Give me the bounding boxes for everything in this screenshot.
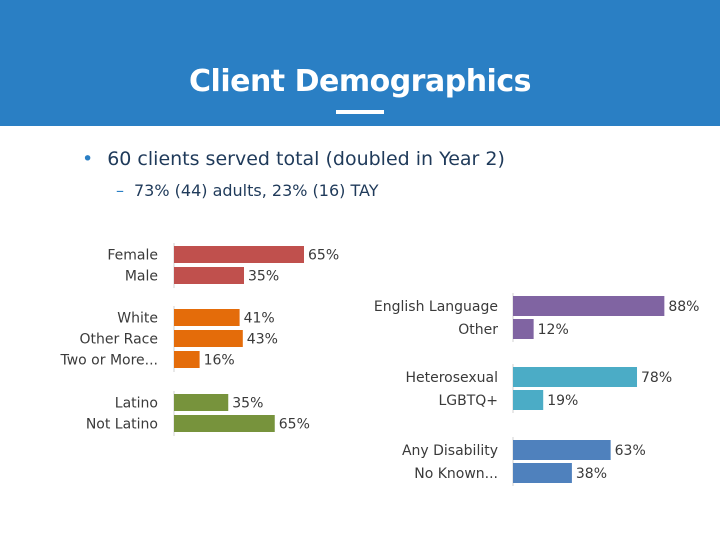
chart-orientation: Heterosexual 78% LGBTQ+ 19%	[405, 364, 672, 413]
bullet-clients-served: • 60 clients served total (doubled in Yea…	[82, 148, 505, 170]
chart-gender: Female 65% Male 35%	[107, 243, 339, 288]
sub-bullet-age-split: –73% (44) adults, 23% (16) TAY	[116, 181, 379, 200]
value-label-orientation-1: 19%	[547, 393, 578, 409]
bullet-marker-icon: •	[82, 148, 94, 170]
value-label-race-1: 43%	[247, 332, 278, 348]
chart-disability: Any Disability 63% No Known... 38%	[402, 437, 646, 486]
value-label-orientation-0: 78%	[641, 370, 672, 386]
value-label-ethnicity-1: 65%	[279, 417, 310, 433]
category-label-race-1: Other Race	[79, 332, 158, 348]
bar-race-0	[174, 309, 240, 326]
value-label-gender-1: 35%	[248, 269, 279, 285]
bar-language-1	[513, 319, 534, 339]
category-label-race-2: Two or More...	[59, 353, 158, 369]
category-label-disability-1: No Known...	[414, 466, 498, 482]
bar-race-2	[174, 351, 200, 368]
value-label-language-1: 12%	[538, 322, 569, 338]
slide-title: Client Demographics	[189, 64, 531, 99]
category-label-language-1: Other	[458, 322, 498, 338]
chart-race: White 41% Other Race 43% Two or More... 16%	[59, 306, 278, 372]
bar-ethnicity-1	[174, 415, 275, 432]
value-label-ethnicity-0: 35%	[232, 396, 263, 412]
category-label-language-0: English Language	[374, 299, 498, 315]
bar-disability-0	[513, 440, 611, 460]
bar-race-1	[174, 330, 243, 347]
category-label-disability-0: Any Disability	[402, 443, 498, 459]
category-label-ethnicity-1: Not Latino	[86, 417, 158, 433]
chart-language: English Language 88% Other 12%	[374, 293, 699, 342]
value-label-race-0: 41%	[244, 311, 275, 327]
category-label-orientation-0: Heterosexual	[405, 370, 498, 386]
value-label-language-0: 88%	[668, 299, 699, 315]
dash-marker-icon: –	[116, 181, 124, 200]
bar-gender-0	[174, 246, 304, 263]
sub-bullet-age-split-text: 73% (44) adults, 23% (16) TAY	[134, 181, 379, 200]
title-banner	[0, 0, 720, 126]
category-label-gender-1: Male	[125, 269, 158, 285]
chart-ethnicity: Latino 35% Not Latino 65%	[86, 391, 310, 436]
category-label-ethnicity-0: Latino	[115, 396, 158, 412]
bar-disability-1	[513, 463, 572, 483]
value-label-race-2: 16%	[204, 353, 235, 369]
category-label-race-0: White	[117, 311, 158, 327]
bar-ethnicity-0	[174, 394, 229, 411]
bar-gender-1	[174, 267, 244, 284]
bar-orientation-0	[513, 367, 638, 387]
title-underline	[336, 110, 384, 114]
bullet-clients-served-text: 60 clients served total (doubled in Year…	[107, 148, 505, 170]
value-label-disability-0: 63%	[615, 443, 646, 459]
bar-language-0	[513, 296, 665, 316]
category-label-orientation-1: LGBTQ+	[438, 393, 498, 409]
category-label-gender-0: Female	[107, 248, 158, 264]
value-label-gender-0: 65%	[308, 248, 339, 264]
bar-orientation-1	[513, 390, 544, 410]
value-label-disability-1: 38%	[576, 466, 607, 482]
